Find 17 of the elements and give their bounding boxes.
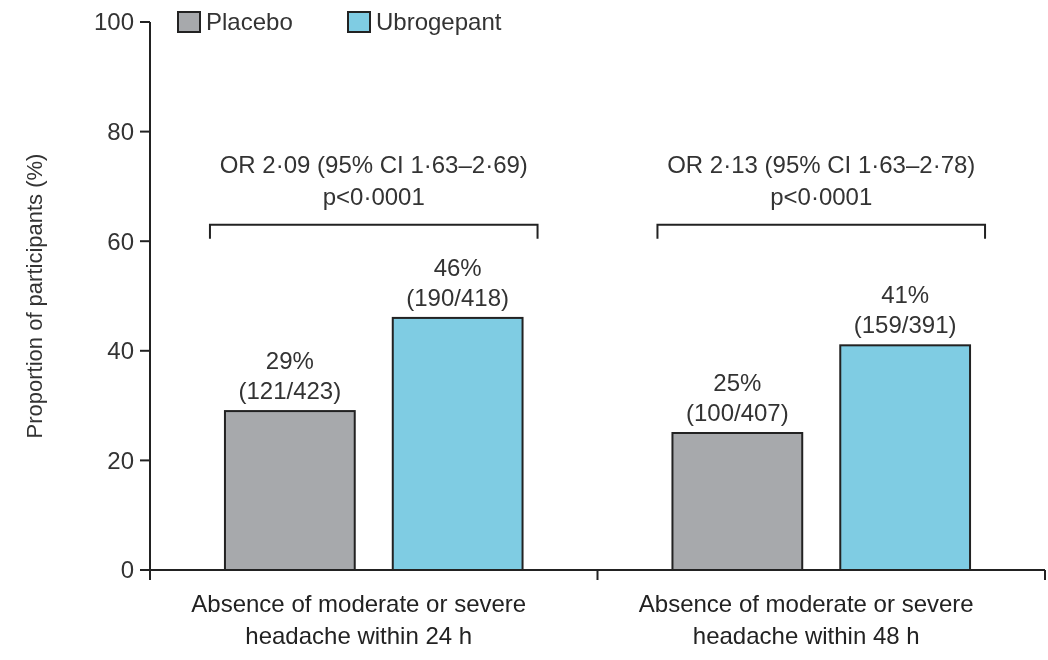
y-tick-label: 0 bbox=[120, 556, 134, 584]
data-label: 25% (100/407) bbox=[685, 369, 789, 426]
y-tick-label: 40 bbox=[107, 337, 134, 365]
x-tick-label: Absence of moderate or severe headache within 48 h bbox=[638, 590, 974, 649]
y-tick-label: 80 bbox=[107, 118, 134, 145]
data-label: 29% (121/423) bbox=[238, 347, 342, 405]
legend-label: Ubrogepant bbox=[376, 8, 502, 35]
data-label: 41% (159/391) bbox=[853, 281, 957, 339]
y-tick-label: 100 bbox=[93, 8, 134, 36]
y-tick-label: 60 bbox=[107, 227, 134, 255]
data-label: 46% (190/418) bbox=[406, 253, 510, 311]
y-tick-label: 20 bbox=[107, 446, 134, 474]
annotation: OR 2·13 (95% CI 1·63–2·78) p<0·0001 bbox=[667, 150, 976, 210]
annotation: OR 2·09 (95% CI 1·63–2·69) p<0·0001 bbox=[219, 150, 528, 210]
y-axis-title: Proportion of participants (%) bbox=[22, 153, 47, 439]
x-tick-label: Absence of moderate or severe headache within 24 h bbox=[191, 590, 527, 649]
legend-label: Placebo bbox=[206, 8, 293, 35]
